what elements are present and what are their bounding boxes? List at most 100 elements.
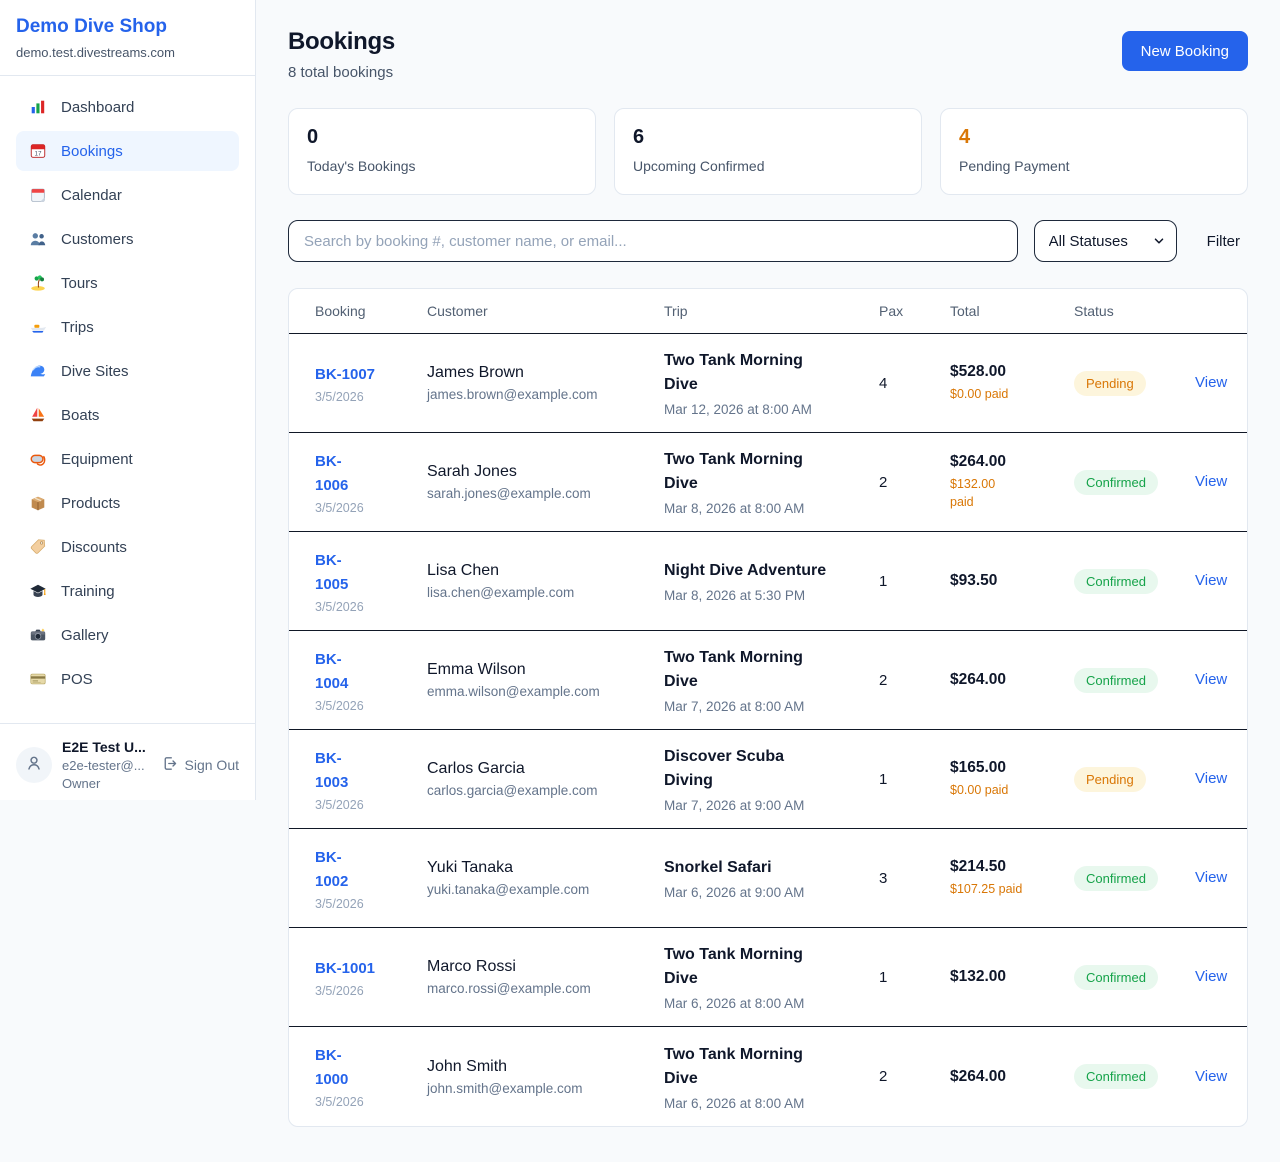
customer-name: Carlos Garcia xyxy=(427,760,525,777)
customer-name: James Brown xyxy=(427,364,524,381)
status-badge: Confirmed xyxy=(1074,469,1158,495)
pax-cell: 4 xyxy=(879,374,888,392)
new-booking-button[interactable]: New Booking xyxy=(1121,31,1248,71)
total-cell: $132.00 xyxy=(950,968,1074,986)
column-header-status: Status xyxy=(1074,303,1114,319)
view-link[interactable]: View xyxy=(1195,473,1228,490)
user-section: E2E Test U... e2e-tester@... Owner Sign … xyxy=(0,723,255,806)
sidebar-item-pos[interactable]: POS xyxy=(16,659,239,699)
sidebar-item-label: Discounts xyxy=(61,538,127,556)
customer-name: Lisa Chen xyxy=(427,562,500,579)
view-link[interactable]: View xyxy=(1195,671,1228,688)
graduation-cap-icon xyxy=(28,581,48,601)
table-row: BK- 1006 3/5/2026 Sarah Jones sarah.jones@e… xyxy=(289,433,1247,532)
sidebar-item-tours[interactable]: Tours xyxy=(16,263,239,303)
sidebar-item-label: Bookings xyxy=(61,142,123,160)
trip-datetime: Mar 12, 2026 at 8:00 AM xyxy=(664,402,812,417)
trip-name: Two Tank Morning Dive xyxy=(664,649,803,690)
page-title: Bookings xyxy=(288,28,395,55)
sidebar-item-customers[interactable]: Customers xyxy=(16,219,239,259)
sidebar-item-gallery[interactable]: Gallery xyxy=(16,615,239,655)
sidebar-item-products[interactable]: Products xyxy=(16,483,239,523)
customer-name: Emma Wilson xyxy=(427,661,526,678)
sidebar-item-label: Trips xyxy=(61,318,94,336)
table-header-row: Booking Customer Trip Pax Total Status xyxy=(289,289,1247,334)
sidebar-nav: Dashboard 17 Bookings Calendar Customers Tour… xyxy=(0,76,255,699)
booking-number-link[interactable]: BK-1001 xyxy=(315,959,376,977)
booking-number-link[interactable]: BK- 1000 xyxy=(315,1047,349,1088)
trip-name: Night Dive Adventure xyxy=(664,562,827,579)
sidebar-item-trips[interactable]: Trips xyxy=(16,307,239,347)
pax-cell: 3 xyxy=(879,869,888,887)
shop-domain: demo.test.divestreams.com xyxy=(16,45,175,60)
svg-text:17: 17 xyxy=(34,151,42,158)
column-header-trip: Trip xyxy=(664,303,688,319)
trip-datetime: Mar 8, 2026 at 8:00 AM xyxy=(664,501,805,516)
customer-email: lisa.chen@example.com xyxy=(427,585,575,600)
sign-out-icon xyxy=(161,755,178,775)
sign-out-button[interactable]: Sign Out xyxy=(161,755,239,775)
trip-datetime: Mar 8, 2026 at 5:30 PM xyxy=(664,588,806,603)
pax-cell: 1 xyxy=(879,770,888,788)
customer-email: james.brown@example.com xyxy=(427,387,598,402)
booking-number-link[interactable]: BK- 1006 xyxy=(315,452,349,494)
booking-cell: BK- 1003 3/5/2026 xyxy=(315,747,427,812)
view-link[interactable]: View xyxy=(1195,968,1228,985)
view-link[interactable]: View xyxy=(1195,572,1228,589)
view-link[interactable]: View xyxy=(1195,1067,1228,1085)
view-link[interactable]: View xyxy=(1195,869,1228,886)
booking-number-link[interactable]: BK- 1003 xyxy=(315,749,349,791)
trip-cell: Two Tank Morning Dive Mar 6, 2026 at 8:00… xyxy=(664,943,879,1011)
page-header-text: Bookings 8 total bookings xyxy=(288,28,395,81)
bookings-table: Booking Customer Trip Pax Total Status B… xyxy=(288,288,1248,1127)
stat-value: 6 xyxy=(633,126,645,148)
view-link[interactable]: View xyxy=(1195,770,1228,787)
stat-card-1: 6 Upcoming Confirmed xyxy=(614,108,922,195)
search-input[interactable] xyxy=(288,220,1018,262)
sailboat-icon xyxy=(28,405,48,425)
booking-date: 3/5/2026 xyxy=(315,983,364,998)
sidebar-item-dashboard[interactable]: Dashboard xyxy=(16,87,239,127)
booking-cell: BK- 1000 3/5/2026 xyxy=(315,1044,427,1109)
wave-icon xyxy=(28,361,48,381)
dive-mask-icon xyxy=(28,449,48,469)
trip-datetime: Mar 7, 2026 at 8:00 AM xyxy=(664,699,805,714)
sidebar-item-training[interactable]: Training xyxy=(16,571,239,611)
filter-button[interactable]: Filter xyxy=(1206,232,1240,250)
actions-cell: View xyxy=(1195,869,1227,887)
booking-number-link[interactable]: BK- 1004 xyxy=(315,650,349,692)
actions-cell: View xyxy=(1195,968,1227,986)
pax-cell: 1 xyxy=(879,572,888,590)
total-cell: $264.00 xyxy=(950,671,1074,689)
sidebar-item-dive-sites[interactable]: Dive Sites xyxy=(16,351,239,391)
status-badge: Pending xyxy=(1074,370,1146,396)
status-select[interactable]: All Statuses xyxy=(1033,220,1177,262)
sidebar-item-equipment[interactable]: Equipment xyxy=(16,439,239,479)
customer-cell: Marco Rossi marco.rossi@example.com xyxy=(427,958,664,996)
sidebar-item-discounts[interactable]: Discounts xyxy=(16,527,239,567)
sidebar-item-boats[interactable]: Boats xyxy=(16,395,239,435)
table-row: BK-1001 3/5/2026 Marco Rossi marco.rossi@ex… xyxy=(289,928,1247,1027)
sidebar-item-bookings[interactable]: 17 Bookings xyxy=(16,131,239,171)
status-badge: Confirmed xyxy=(1074,667,1158,693)
customer-cell: Emma Wilson emma.wilson@example.com xyxy=(427,661,664,699)
total-cell: $93.50 xyxy=(950,572,1074,590)
trip-cell: Two Tank Morning Dive Mar 7, 2026 at 8:00… xyxy=(664,646,879,714)
total-amount: $132.00 xyxy=(950,968,1007,985)
booking-number-link[interactable]: BK- 1002 xyxy=(315,848,349,890)
stat-label: Today's Bookings xyxy=(307,158,416,174)
user-email: e2e-tester@... xyxy=(62,758,145,773)
paid-amount: $0.00 paid xyxy=(950,782,1009,797)
total-cell: $165.00 $0.00 paid xyxy=(950,759,1074,799)
view-link[interactable]: View xyxy=(1195,374,1228,391)
customer-cell: Carlos Garcia carlos.garcia@example.com xyxy=(427,760,664,798)
sidebar-item-calendar[interactable]: Calendar xyxy=(16,175,239,215)
booking-number-link[interactable]: BK-1007 xyxy=(315,365,376,383)
customer-name: Marco Rossi xyxy=(427,958,516,975)
booking-number-link[interactable]: BK- 1005 xyxy=(315,551,349,593)
customer-cell: Yuki Tanaka yuki.tanaka@example.com xyxy=(427,859,664,897)
status-badge: Confirmed xyxy=(1074,1064,1158,1089)
sidebar: Demo Dive Shop demo.test.divestreams.com… xyxy=(0,0,256,800)
customer-email: carlos.garcia@example.com xyxy=(427,783,598,798)
package-icon xyxy=(28,493,48,513)
